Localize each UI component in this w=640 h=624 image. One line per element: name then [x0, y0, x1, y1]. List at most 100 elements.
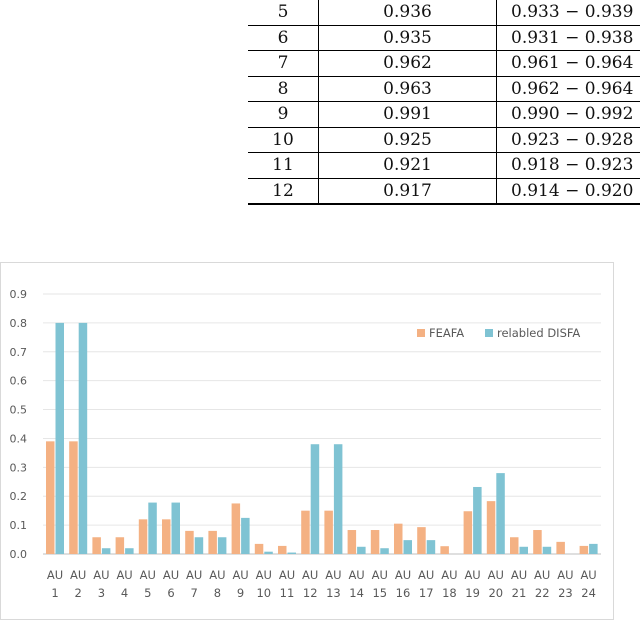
table-cell: 9: [248, 102, 319, 128]
x-tick-prefix: AU: [209, 568, 225, 582]
table-cell: 0.963: [319, 76, 497, 102]
table-cell: 8: [248, 76, 319, 102]
bar-disfa-au2: [79, 323, 88, 554]
table-cell: 0.961 − 0.964: [497, 51, 640, 77]
table-cell: 0.991: [319, 102, 497, 128]
x-tick-label: 9: [237, 586, 244, 600]
bar-disfa-au19: [473, 487, 482, 554]
table-cell: 0.962: [319, 51, 497, 77]
bar-disfa-au9: [241, 518, 250, 554]
table-cell: 0.923 − 0.928: [497, 127, 640, 153]
table-cell: 0.935: [319, 25, 497, 51]
x-axis: AU1AU2AU3AU4AU5AU6AU7AU8AU9AU10AU11AU12A…: [47, 568, 597, 600]
bar-feafa-au4: [116, 537, 125, 554]
x-tick-prefix: AU: [93, 568, 109, 582]
x-tick-prefix: AU: [232, 568, 248, 582]
bar-disfa-au17: [427, 540, 436, 554]
x-tick-label: 24: [581, 586, 596, 600]
bar-disfa-au16: [404, 540, 413, 554]
legend-label: FEAFA: [429, 326, 464, 340]
y-tick-label: 0.3: [10, 461, 28, 474]
bar-disfa-au7: [195, 537, 204, 554]
x-tick-label: 8: [214, 586, 221, 600]
table-cell: 10: [248, 127, 319, 153]
x-tick-label: 1: [51, 586, 58, 600]
bar-feafa-au12: [301, 511, 310, 554]
bar-disfa-au6: [172, 503, 181, 554]
y-tick-label: 0.0: [10, 548, 28, 561]
x-tick-prefix: AU: [580, 568, 596, 582]
x-tick-label: 18: [442, 586, 457, 600]
table-cell: 0.962 − 0.964: [497, 76, 640, 102]
bar-feafa-au21: [510, 537, 519, 554]
bar-disfa-au15: [380, 548, 389, 554]
bar-feafa-au20: [487, 501, 496, 554]
x-tick-label: 12: [303, 586, 318, 600]
table-cell: 0.990 − 0.992: [497, 102, 640, 128]
bar-disfa-au24: [589, 544, 598, 554]
bar-disfa-au21: [520, 547, 529, 554]
x-tick-prefix: AU: [116, 568, 132, 582]
y-tick-label: 0.9: [10, 288, 28, 301]
y-axis: 0.00.10.20.30.40.50.60.70.80.9: [10, 288, 28, 561]
bar-feafa-au14: [348, 530, 357, 554]
bar-feafa-au1: [46, 441, 55, 554]
x-tick-label: 5: [144, 586, 151, 600]
x-tick-label: 17: [419, 586, 434, 600]
bar-feafa-au8: [208, 531, 217, 554]
table-cell: 6: [248, 25, 319, 51]
x-tick-label: 15: [372, 586, 387, 600]
legend-swatch: [417, 329, 425, 337]
x-tick-prefix: AU: [70, 568, 86, 582]
bar-disfa-au13: [334, 444, 343, 554]
x-tick-label: 2: [75, 586, 82, 600]
bar-disfa-au5: [148, 503, 157, 554]
bar-feafa-au16: [394, 524, 403, 554]
bar-feafa-au22: [533, 530, 542, 554]
x-tick-prefix: AU: [557, 568, 573, 582]
x-tick-label: 16: [396, 586, 411, 600]
x-tick-label: 19: [465, 586, 480, 600]
table-cell: 7: [248, 51, 319, 77]
bar-disfa-au1: [56, 323, 65, 554]
bar-feafa-au15: [371, 530, 380, 554]
table-cell: 11: [248, 153, 319, 179]
x-tick-prefix: AU: [279, 568, 295, 582]
bar-feafa-au13: [324, 511, 333, 554]
bar-feafa-au18: [440, 546, 449, 554]
bar-feafa-au9: [232, 503, 241, 554]
bar-feafa-au17: [417, 527, 426, 554]
x-tick-prefix: AU: [511, 568, 527, 582]
x-tick-label: 14: [349, 586, 364, 600]
table-cell: 0.936: [319, 0, 497, 25]
x-tick-prefix: AU: [47, 568, 63, 582]
y-tick-label: 0.1: [10, 519, 28, 532]
table-cell: 0.933 − 0.939: [497, 0, 640, 25]
x-tick-label: 3: [98, 586, 105, 600]
bar-disfa-au4: [125, 548, 134, 554]
bar-feafa-au10: [255, 544, 263, 554]
x-tick-prefix: AU: [186, 568, 202, 582]
x-tick-label: 4: [121, 586, 128, 600]
x-tick-prefix: AU: [534, 568, 550, 582]
bar-feafa-au19: [464, 511, 473, 554]
x-tick-label: 22: [535, 586, 550, 600]
bar-feafa-au24: [580, 546, 589, 554]
x-tick-prefix: AU: [302, 568, 318, 582]
table-cell: 0.931 − 0.938: [497, 25, 640, 51]
table-cell: 0.914 − 0.920: [497, 178, 640, 204]
bar-disfa-au14: [357, 547, 366, 554]
x-tick-prefix: AU: [140, 568, 156, 582]
x-tick-prefix: AU: [464, 568, 480, 582]
x-tick-prefix: AU: [395, 568, 411, 582]
